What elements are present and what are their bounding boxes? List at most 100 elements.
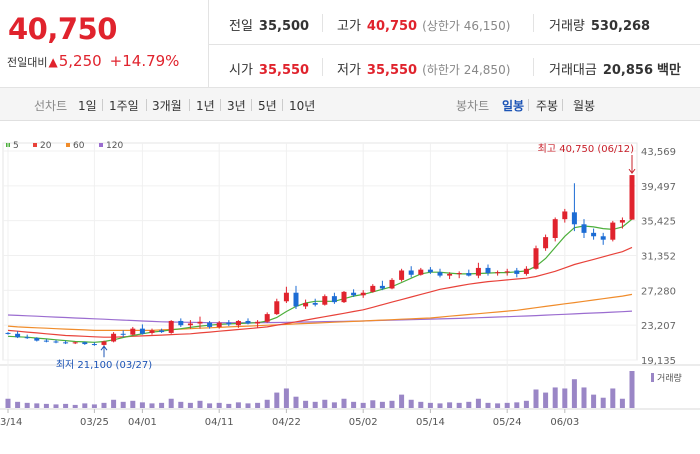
prev-close: 전일 35,500 bbox=[229, 19, 310, 34]
volume-bar bbox=[15, 401, 21, 408]
candle-body bbox=[389, 279, 395, 289]
candle-body bbox=[101, 341, 107, 345]
volume-bar bbox=[312, 401, 318, 408]
volume-bar bbox=[322, 399, 328, 408]
volume-bar bbox=[427, 402, 433, 408]
volume-bar bbox=[629, 371, 635, 408]
x-tick-label: 04/22 bbox=[272, 417, 301, 428]
volume-bar bbox=[523, 400, 529, 408]
candle-body bbox=[274, 301, 280, 315]
volume-bar bbox=[591, 394, 597, 408]
candle-body bbox=[408, 270, 414, 275]
open-price: 시가 35,550 bbox=[229, 63, 310, 78]
quote-header: 40,750 전일대비▲5,250 +14.79% 전일 35,500 고가 40,7… bbox=[0, 0, 700, 88]
range-3m[interactable]: 3개월 bbox=[152, 99, 182, 113]
candle-body bbox=[495, 272, 501, 274]
candle-daily[interactable]: 일봉 bbox=[502, 99, 525, 113]
candle-body bbox=[370, 285, 376, 292]
legend-label-5: 5 bbox=[13, 141, 19, 151]
candle-body bbox=[15, 333, 21, 338]
change-percent: +14.79% bbox=[109, 52, 180, 70]
y-tick-label: 39,497 bbox=[641, 182, 676, 193]
volume-bar bbox=[178, 401, 184, 408]
divider bbox=[533, 14, 534, 32]
volume-bar bbox=[389, 400, 395, 408]
candlestick-chart[interactable]: 5 20 60 120 43,569 39,497 35,425 31,352 27,280 23… bbox=[0, 121, 700, 450]
low-price: 저가 35,550 (하한가 24,850) bbox=[337, 63, 511, 78]
volume-bar bbox=[379, 401, 385, 408]
candle-body bbox=[111, 333, 117, 342]
candle-body bbox=[619, 220, 625, 223]
y-tick-label: 35,425 bbox=[641, 217, 676, 228]
candle-body bbox=[139, 328, 145, 334]
candle-body bbox=[255, 321, 261, 324]
volume-bar bbox=[197, 400, 203, 408]
change-value: 5,250 bbox=[58, 52, 102, 70]
range-5y[interactable]: 5년 bbox=[258, 99, 277, 113]
volume-bar bbox=[168, 398, 174, 408]
y-tick-label: 31,352 bbox=[641, 252, 676, 263]
volume-bar bbox=[485, 402, 491, 408]
volume-bar bbox=[619, 398, 625, 408]
candle-body bbox=[581, 224, 587, 233]
candle-body bbox=[533, 248, 539, 269]
candle-body bbox=[437, 272, 443, 276]
candle-body bbox=[475, 267, 481, 276]
line-chart-label: 선차트 bbox=[34, 99, 68, 113]
candle-body bbox=[130, 328, 136, 335]
candle-body bbox=[331, 296, 337, 303]
candle-body bbox=[341, 291, 347, 303]
high-annotation: 최고 40,750 (06/12) bbox=[538, 143, 634, 155]
high-price: 고가 40,750 (상한가 46,150) bbox=[337, 19, 511, 34]
volume-bar bbox=[235, 402, 241, 408]
volume-bar bbox=[437, 403, 443, 408]
volume-stat: 거래량 530,268 bbox=[549, 19, 651, 34]
volume-bar bbox=[226, 403, 232, 408]
candle-body bbox=[216, 322, 222, 327]
volume-bar bbox=[418, 401, 424, 408]
range-1y[interactable]: 1년 bbox=[196, 99, 215, 113]
price-plot-frame bbox=[2, 142, 638, 361]
x-tick-label: 05/24 bbox=[493, 417, 522, 428]
candle-body bbox=[312, 302, 318, 305]
candle-body bbox=[514, 270, 520, 274]
divider bbox=[322, 58, 323, 76]
volume-bar bbox=[216, 402, 222, 408]
volume-bar bbox=[475, 398, 481, 408]
stock-chart[interactable]: 5 20 60 120 43,569 39,497 35,425 31,352 27,280 23… bbox=[0, 121, 700, 450]
volume-bar bbox=[447, 402, 453, 408]
volume-bar bbox=[72, 404, 78, 408]
row-divider bbox=[209, 44, 700, 45]
candle-body bbox=[53, 341, 59, 343]
candle-body bbox=[91, 344, 97, 346]
low-annotation: 최저 21,100 (03/27) bbox=[56, 359, 152, 371]
up-arrow-icon: ▲ bbox=[48, 55, 58, 69]
volume-bar bbox=[341, 398, 347, 408]
candle-body bbox=[351, 292, 357, 296]
candle-body bbox=[562, 211, 568, 220]
moving-average-120 bbox=[7, 310, 633, 324]
chart-toolbar: 선차트 1일 1주일 3개월 1년 3년 5년 10년 봉차트 일봉 주봉 월봉 bbox=[0, 88, 700, 121]
candle-body bbox=[120, 333, 126, 335]
candle-weekly[interactable]: 주봉 bbox=[536, 99, 559, 113]
candle-body bbox=[427, 269, 433, 273]
volume-bar bbox=[370, 400, 376, 408]
volume-bar bbox=[543, 392, 549, 408]
volume-bar bbox=[53, 404, 59, 408]
candle-body bbox=[456, 273, 462, 275]
divider bbox=[322, 14, 323, 32]
candle-body bbox=[360, 292, 366, 296]
candle-body bbox=[187, 323, 193, 326]
volume-bar bbox=[533, 389, 539, 408]
volume-bar bbox=[351, 401, 357, 408]
volume-bar bbox=[466, 401, 472, 408]
high-arrow-icon bbox=[628, 168, 636, 174]
range-1d[interactable]: 1일 bbox=[78, 99, 97, 113]
volume-bar bbox=[255, 402, 261, 408]
range-10y[interactable]: 10년 bbox=[289, 99, 316, 113]
volume-bar bbox=[562, 388, 568, 408]
range-3y[interactable]: 3년 bbox=[227, 99, 246, 113]
range-1w[interactable]: 1주일 bbox=[109, 99, 139, 113]
candle-monthly[interactable]: 월봉 bbox=[573, 99, 596, 113]
volume-bar bbox=[43, 403, 49, 408]
